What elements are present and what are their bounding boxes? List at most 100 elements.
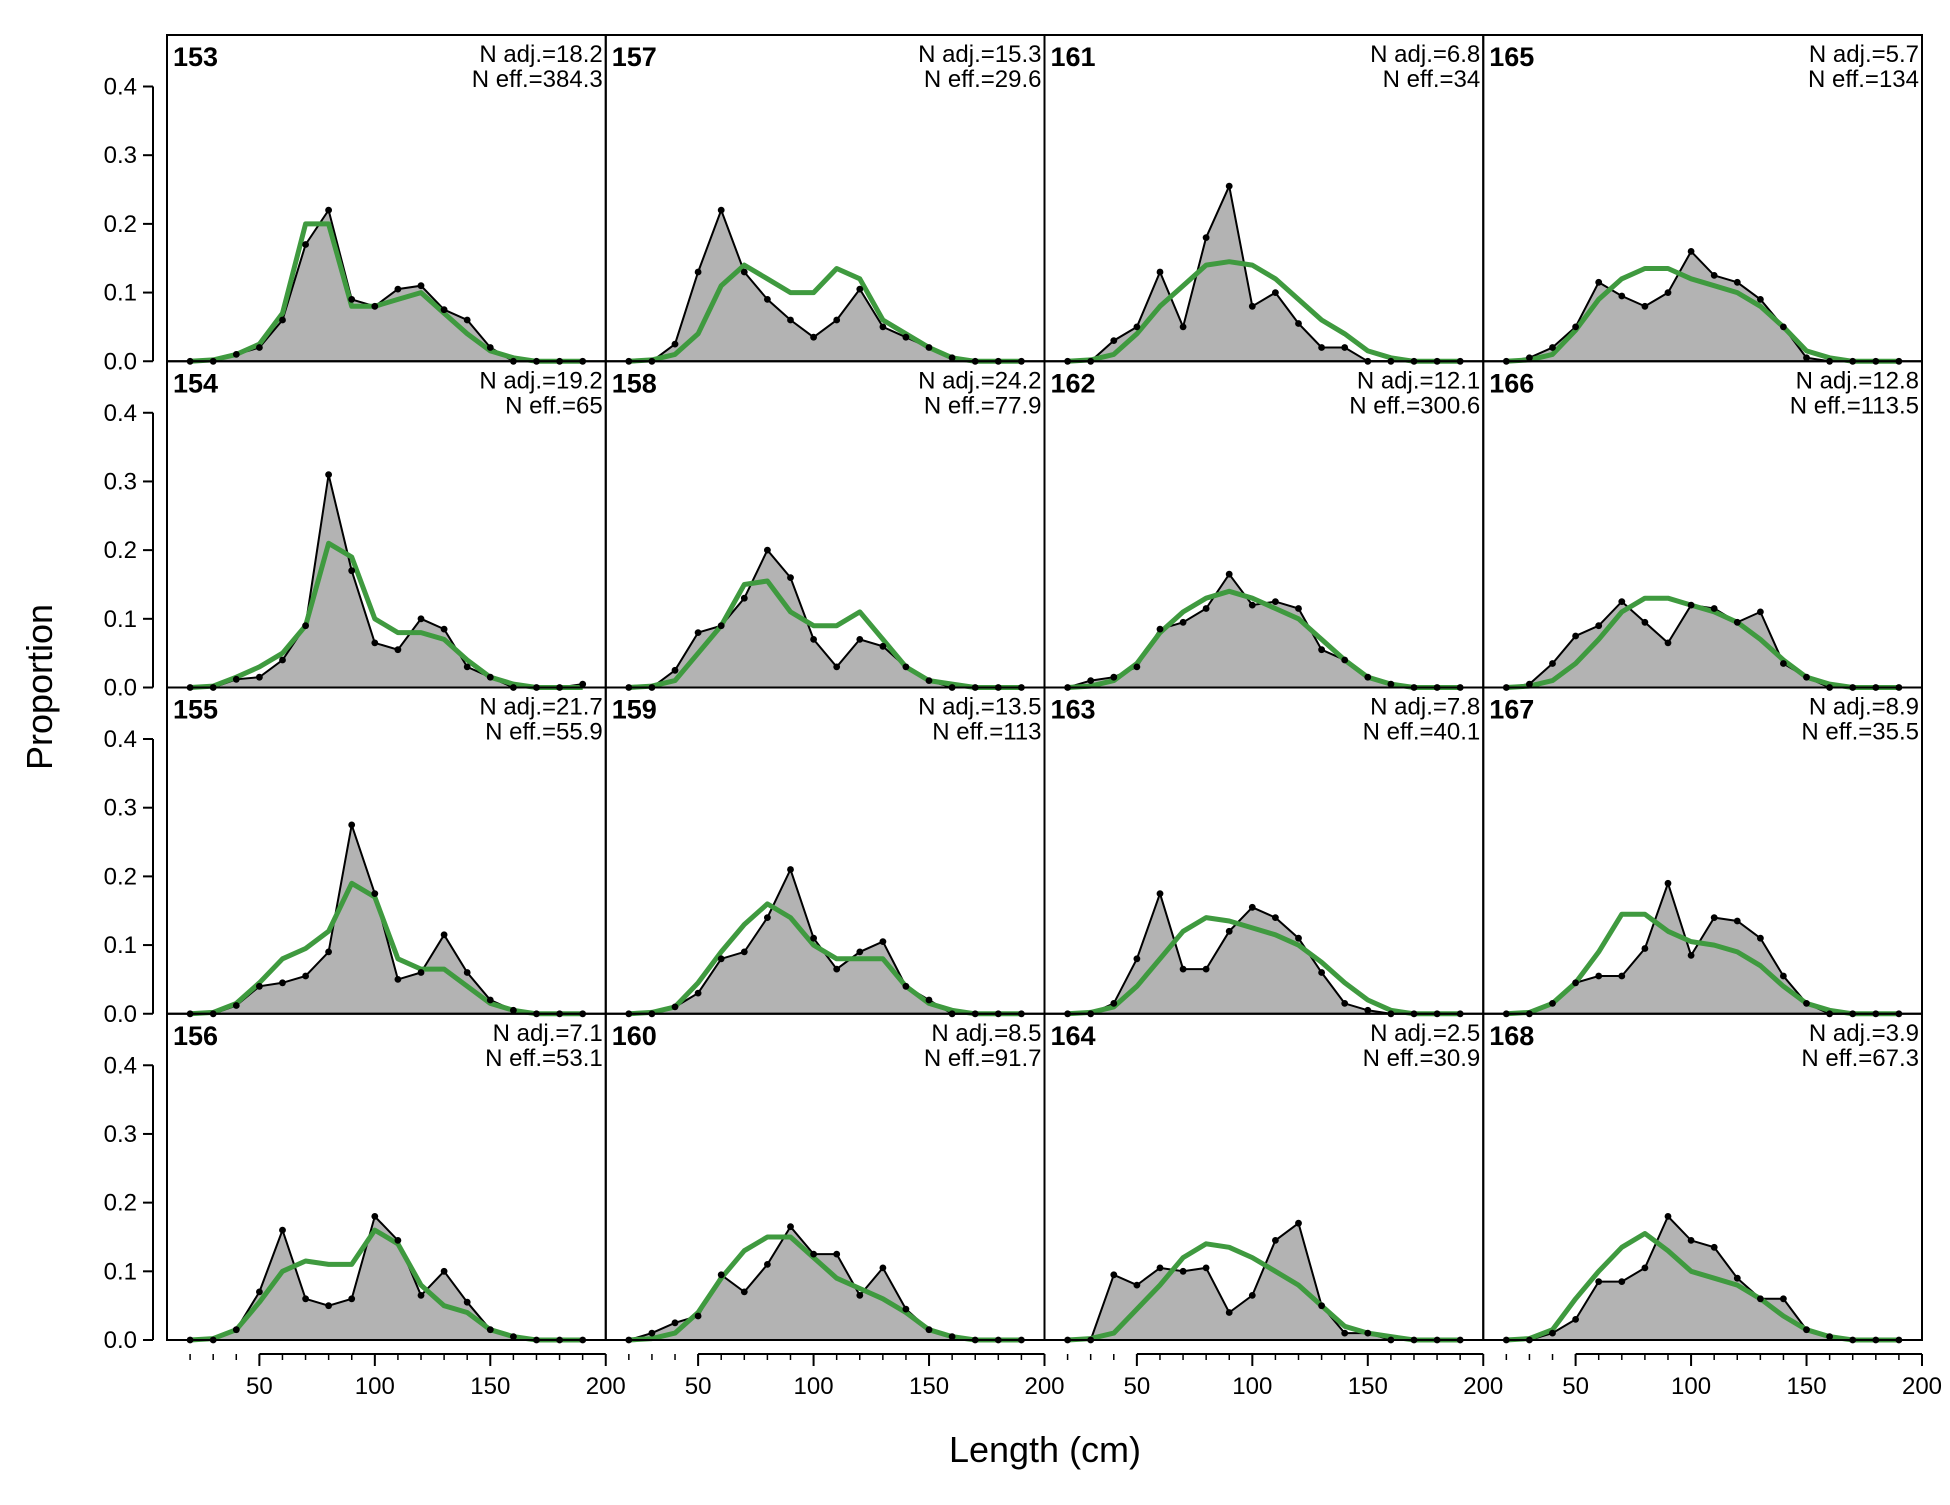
panel-162: 162 N adj.=12.1N eff.=300.6	[1043, 360, 1485, 691]
x-tick-label: 200	[1902, 1373, 1942, 1400]
observed-point	[486, 673, 494, 681]
panel-id-label: 163	[1051, 695, 1096, 725]
panel-159: 159 N adj.=13.5N eff.=113	[604, 686, 1046, 1018]
y-tick-label: 0.0	[104, 675, 137, 702]
observed-point	[925, 1326, 933, 1334]
observed-point	[232, 351, 240, 358]
y-tick-label: 0.1	[104, 1258, 137, 1285]
observed-point	[371, 639, 379, 647]
observed-point	[717, 1271, 725, 1279]
y-tick-label: 0.4	[104, 400, 137, 427]
observed-point	[1225, 182, 1233, 190]
observed-point	[764, 546, 771, 554]
observed-point	[394, 976, 402, 983]
n-adj-label: N adj.=21.7	[479, 694, 602, 721]
x-tick-label: 150	[1348, 1373, 1388, 1400]
observed-point	[348, 296, 356, 303]
observed-point	[1526, 354, 1533, 362]
x-tick-label: 150	[1787, 1373, 1827, 1400]
observed-point	[787, 574, 794, 581]
observed-point	[1595, 622, 1603, 630]
n-eff-label: N eff.=35.5	[1801, 719, 1919, 746]
observed-area	[1067, 893, 1461, 1014]
expected-line	[189, 221, 583, 364]
observed-point	[348, 821, 356, 829]
observed-point	[740, 1288, 748, 1296]
observed-point	[925, 677, 933, 684]
observed-point	[879, 1264, 887, 1272]
observed-point	[302, 241, 309, 248]
panel-id-label: 160	[612, 1021, 657, 1051]
observed-point	[1225, 927, 1233, 935]
observed-point	[1733, 278, 1741, 286]
observed-point	[440, 1267, 448, 1275]
observed-point	[279, 316, 286, 324]
x-tick-label: 100	[794, 1373, 834, 1400]
panel-id-label: 153	[173, 42, 218, 72]
observed-point	[1664, 289, 1672, 296]
observed-point	[948, 1333, 956, 1340]
observed-point	[1733, 618, 1741, 626]
y-tick-label: 0.3	[104, 468, 137, 495]
observed-point	[417, 1292, 425, 1299]
expected-line	[628, 901, 1022, 1017]
panel-157: 157 N adj.=15.3N eff.=29.6	[604, 34, 1046, 365]
observed-point	[486, 1326, 494, 1334]
observed-point	[348, 567, 356, 575]
n-eff-label: N eff.=77.9	[924, 392, 1042, 419]
observed-point	[1156, 625, 1164, 633]
observed-point	[1295, 1219, 1302, 1227]
observed-point	[302, 622, 309, 630]
observed-point	[833, 316, 841, 324]
observed-area	[628, 550, 1022, 688]
n-eff-label: N eff.=113.5	[1790, 392, 1919, 419]
n-eff-label: N eff.=30.9	[1363, 1045, 1481, 1072]
n-eff-label: N eff.=300.6	[1349, 392, 1480, 419]
observed-point	[1156, 890, 1164, 897]
x-tick-label: 150	[909, 1373, 949, 1400]
observed-point	[1641, 618, 1649, 626]
observed-point	[1780, 1295, 1787, 1303]
observed-point	[833, 663, 841, 671]
observed-point	[1618, 1278, 1626, 1285]
observed-point	[1757, 934, 1764, 942]
x-tick-label: 100	[1232, 1373, 1272, 1400]
observed-point	[1780, 972, 1787, 980]
observed-point	[764, 296, 771, 303]
observed-point	[1803, 1000, 1810, 1007]
x-tick-label: 200	[1024, 1373, 1064, 1400]
n-eff-label: N eff.=67.3	[1801, 1045, 1919, 1072]
observed-point	[1202, 605, 1210, 612]
observed-point	[1757, 1295, 1764, 1303]
observed-point	[417, 969, 425, 976]
observed-point	[764, 1261, 771, 1268]
expected-line	[189, 880, 583, 1017]
observed-area	[628, 869, 1022, 1014]
observed-point	[740, 268, 748, 276]
observed-point	[1733, 917, 1741, 925]
observed-point	[1595, 278, 1603, 286]
observed-point	[1710, 1243, 1718, 1251]
observed-point	[1572, 1316, 1579, 1323]
observed-point	[1687, 248, 1695, 255]
observed-point	[1618, 292, 1626, 300]
observed-point	[486, 344, 494, 351]
observed-point	[1133, 1281, 1141, 1289]
observed-point	[232, 1002, 240, 1009]
observed-point	[856, 636, 864, 643]
n-adj-label: N adj.=12.1	[1357, 367, 1480, 394]
observed-point	[1595, 972, 1603, 980]
expected-line	[628, 262, 1022, 364]
observed-point	[856, 285, 864, 293]
observed-point	[486, 996, 494, 1004]
observed-point	[1733, 1274, 1741, 1282]
observed-point	[948, 354, 956, 362]
observed-point	[510, 1006, 517, 1014]
observed-point	[1225, 1309, 1233, 1316]
panel-161: 161 N adj.=6.8N eff.=34	[1043, 34, 1485, 365]
observed-point	[1156, 268, 1164, 276]
observed-point	[279, 1226, 286, 1234]
observed-point	[463, 663, 471, 671]
n-adj-label: N adj.=5.7	[1809, 41, 1919, 68]
